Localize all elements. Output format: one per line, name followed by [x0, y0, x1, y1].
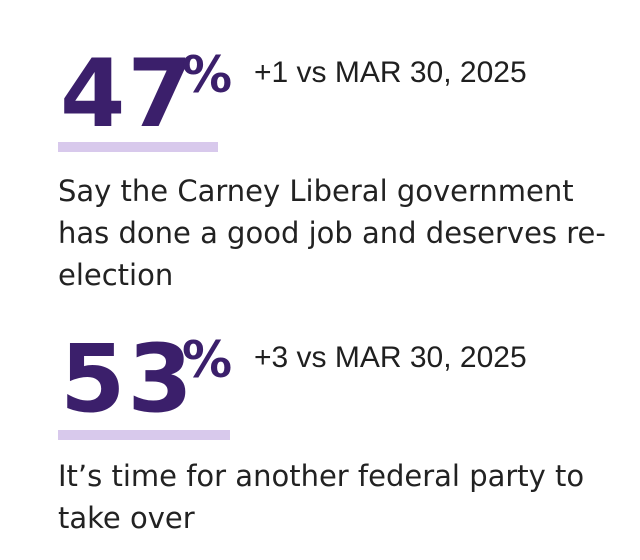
percent-sign: %: [182, 46, 233, 104]
stat-change-label: +1 vs MAR 30, 2025: [254, 56, 527, 89]
stat-description: It’s time for another federal party to t…: [58, 459, 585, 535]
stat-block-good-job: 47 % +1 vs MAR 30, 2025 Say the Carney L…: [58, 48, 628, 296]
stat-headline: 47 % +1 vs MAR 30, 2025: [58, 48, 628, 158]
stat-underline-bar: [58, 142, 218, 152]
stat-change-label: +3 vs MAR 30, 2025: [254, 341, 527, 374]
stat-headline: 53 % +3 vs MAR 30, 2025: [58, 333, 628, 443]
stat-percentage-value: 47: [60, 40, 195, 149]
stat-percentage-value: 53: [60, 325, 195, 434]
stat-underline-bar: [58, 430, 230, 440]
stat-block-another-party: 53 % +3 vs MAR 30, 2025 It’s time for an…: [58, 333, 628, 539]
percent-sign: %: [182, 331, 233, 389]
stat-description: Say the Carney Liberal government has do…: [58, 174, 606, 292]
